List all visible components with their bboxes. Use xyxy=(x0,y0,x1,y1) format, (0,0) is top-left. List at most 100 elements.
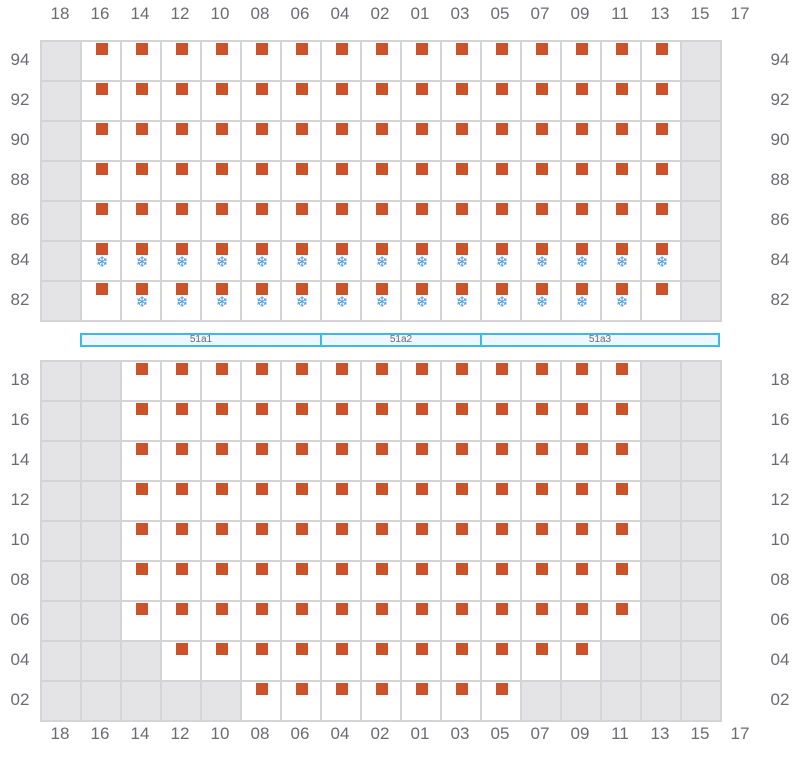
slot-cell[interactable] xyxy=(400,160,440,200)
slot-cell[interactable] xyxy=(400,400,440,440)
slot-cell[interactable] xyxy=(440,360,480,400)
slot-cell[interactable] xyxy=(520,160,560,200)
slot-cell[interactable] xyxy=(400,560,440,600)
slot-cell[interactable] xyxy=(320,120,360,160)
slot-cell[interactable] xyxy=(280,80,320,120)
slot-cell[interactable]: ❄ xyxy=(280,240,320,280)
slot-cell[interactable]: ❄ xyxy=(120,280,160,320)
slot-cell[interactable] xyxy=(440,40,480,80)
slot-cell[interactable] xyxy=(280,40,320,80)
slot-cell[interactable] xyxy=(120,40,160,80)
slot-cell[interactable] xyxy=(320,160,360,200)
slot-cell[interactable] xyxy=(400,680,440,720)
slot-cell[interactable] xyxy=(480,200,520,240)
slot-cell[interactable] xyxy=(200,360,240,400)
slot-cell[interactable]: ❄ xyxy=(480,280,520,320)
slot-cell[interactable]: ❄ xyxy=(80,240,120,280)
slot-cell[interactable] xyxy=(520,80,560,120)
slot-cell[interactable]: ❄ xyxy=(600,240,640,280)
slot-cell[interactable] xyxy=(80,80,120,120)
slot-cell[interactable] xyxy=(440,400,480,440)
slot-cell[interactable] xyxy=(640,40,680,80)
slot-cell[interactable] xyxy=(200,440,240,480)
slot-cell[interactable] xyxy=(320,640,360,680)
slot-cell[interactable] xyxy=(360,160,400,200)
slot-cell[interactable] xyxy=(240,480,280,520)
slot-cell[interactable] xyxy=(240,360,280,400)
slot-cell[interactable] xyxy=(320,400,360,440)
slot-cell[interactable] xyxy=(600,560,640,600)
slot-cell[interactable] xyxy=(640,80,680,120)
slot-cell[interactable] xyxy=(400,640,440,680)
slot-cell[interactable] xyxy=(160,560,200,600)
slot-cell[interactable] xyxy=(200,160,240,200)
slot-cell[interactable] xyxy=(520,560,560,600)
slot-cell[interactable] xyxy=(240,400,280,440)
slot-cell[interactable] xyxy=(600,160,640,200)
slot-cell[interactable]: ❄ xyxy=(520,280,560,320)
slot-cell[interactable] xyxy=(240,440,280,480)
slot-cell[interactable]: ❄ xyxy=(400,240,440,280)
slot-cell[interactable] xyxy=(560,120,600,160)
slot-cell[interactable] xyxy=(120,440,160,480)
slot-cell[interactable] xyxy=(320,200,360,240)
slot-cell[interactable] xyxy=(360,560,400,600)
slot-cell[interactable] xyxy=(560,80,600,120)
slot-cell[interactable] xyxy=(560,160,600,200)
slot-cell[interactable] xyxy=(160,640,200,680)
slot-cell[interactable] xyxy=(640,160,680,200)
slot-cell[interactable] xyxy=(120,400,160,440)
slot-cell[interactable] xyxy=(360,80,400,120)
slot-cell[interactable] xyxy=(440,80,480,120)
slot-cell[interactable] xyxy=(280,640,320,680)
hatch-cover-51a2[interactable]: 51a2 xyxy=(320,333,482,347)
slot-cell[interactable] xyxy=(480,400,520,440)
slot-cell[interactable] xyxy=(600,200,640,240)
slot-cell[interactable] xyxy=(200,400,240,440)
slot-cell[interactable]: ❄ xyxy=(320,280,360,320)
slot-cell[interactable]: ❄ xyxy=(360,280,400,320)
slot-cell[interactable] xyxy=(520,440,560,480)
slot-cell[interactable] xyxy=(520,640,560,680)
slot-cell[interactable] xyxy=(280,160,320,200)
slot-cell[interactable] xyxy=(400,520,440,560)
slot-cell[interactable] xyxy=(400,80,440,120)
slot-cell[interactable] xyxy=(600,480,640,520)
slot-cell[interactable] xyxy=(440,440,480,480)
slot-cell[interactable] xyxy=(280,680,320,720)
slot-cell[interactable] xyxy=(200,560,240,600)
slot-cell[interactable] xyxy=(320,80,360,120)
slot-cell[interactable] xyxy=(600,40,640,80)
slot-cell[interactable] xyxy=(80,160,120,200)
slot-cell[interactable] xyxy=(200,480,240,520)
slot-cell[interactable]: ❄ xyxy=(120,240,160,280)
slot-cell[interactable] xyxy=(360,520,400,560)
slot-cell[interactable] xyxy=(560,360,600,400)
slot-cell[interactable] xyxy=(480,80,520,120)
slot-cell[interactable]: ❄ xyxy=(480,240,520,280)
slot-cell[interactable] xyxy=(200,640,240,680)
slot-cell[interactable] xyxy=(360,120,400,160)
slot-cell[interactable] xyxy=(200,520,240,560)
slot-cell[interactable]: ❄ xyxy=(440,280,480,320)
slot-cell[interactable] xyxy=(440,200,480,240)
slot-cell[interactable] xyxy=(320,520,360,560)
slot-cell[interactable] xyxy=(160,40,200,80)
slot-cell[interactable]: ❄ xyxy=(520,240,560,280)
slot-cell[interactable] xyxy=(120,560,160,600)
slot-cell[interactable] xyxy=(280,200,320,240)
slot-cell[interactable] xyxy=(280,520,320,560)
slot-cell[interactable] xyxy=(520,360,560,400)
slot-cell[interactable] xyxy=(560,640,600,680)
slot-cell[interactable] xyxy=(600,440,640,480)
slot-cell[interactable] xyxy=(640,280,680,320)
slot-cell[interactable] xyxy=(280,480,320,520)
slot-cell[interactable]: ❄ xyxy=(360,240,400,280)
slot-cell[interactable] xyxy=(360,600,400,640)
slot-cell[interactable] xyxy=(360,680,400,720)
slot-cell[interactable] xyxy=(640,200,680,240)
slot-cell[interactable] xyxy=(160,160,200,200)
slot-cell[interactable] xyxy=(120,120,160,160)
slot-cell[interactable] xyxy=(400,360,440,400)
slot-cell[interactable]: ❄ xyxy=(200,280,240,320)
